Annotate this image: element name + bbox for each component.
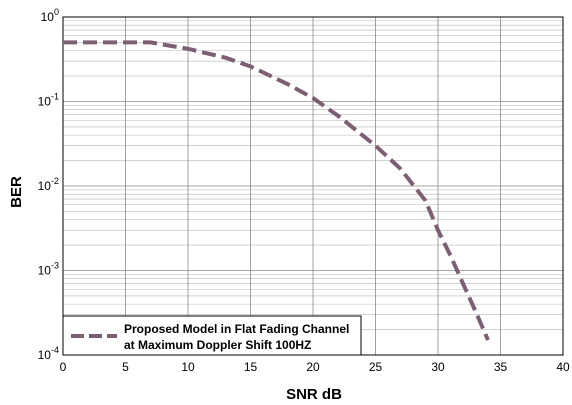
- x-tick-label: 15: [244, 360, 258, 374]
- y-tick-label: 10-1: [38, 92, 59, 109]
- x-tick-label: 35: [494, 360, 508, 374]
- x-tick-labels: 0 5 10 15 20 25 30 35 40: [60, 360, 570, 374]
- y-tick-labels: 10-4 10-3 10-2 10-1 100: [38, 7, 59, 362]
- legend-entry-line-2: at Maximum Doppler Shift 100HZ: [124, 338, 311, 352]
- series-layer: [63, 40, 490, 341]
- x-tick-label: 25: [369, 360, 383, 374]
- x-tick-label: 10: [181, 360, 195, 374]
- x-tick-label: 30: [431, 360, 445, 374]
- x-tick-label: 5: [122, 360, 129, 374]
- y-tick-label: 10-2: [38, 176, 59, 193]
- x-axis-title: SNR dB: [286, 386, 342, 403]
- y-axis-title: BER: [8, 176, 25, 208]
- y-tick-label: 100: [41, 7, 59, 24]
- x-tick-label: 0: [60, 360, 67, 374]
- x-tick-label: 20: [306, 360, 320, 374]
- legend: Proposed Model in Flat Fading Channel at…: [62, 315, 362, 356]
- legend-entry-line-1: Proposed Model in Flat Fading Channel: [124, 322, 349, 336]
- series-line: [63, 40, 490, 341]
- y-tick-label: 10-3: [38, 261, 59, 278]
- x-tick-label: 40: [556, 360, 570, 374]
- y-tick-label: 10-4: [38, 345, 59, 362]
